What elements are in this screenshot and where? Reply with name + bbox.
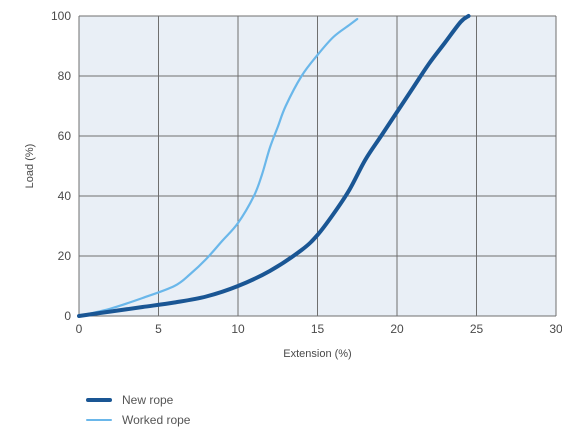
y-tick-label-0: 0 bbox=[64, 309, 71, 323]
y-axis-ticks: 0 20 40 60 80 100 bbox=[51, 9, 71, 323]
legend-label-new-rope: New rope bbox=[122, 393, 174, 407]
legend-item-worked-rope: Worked rope bbox=[86, 410, 190, 430]
series-layer bbox=[77, 14, 471, 318]
x-tick-label-15: 15 bbox=[311, 322, 325, 336]
x-tick-label-0: 0 bbox=[76, 322, 83, 336]
x-axis-title: Extension (%) bbox=[283, 348, 351, 360]
x-tick-label-5: 5 bbox=[155, 322, 162, 336]
y-tick-label-100: 100 bbox=[51, 9, 71, 23]
x-tick-label-25: 25 bbox=[470, 322, 484, 336]
x-tick-label-30: 30 bbox=[549, 322, 562, 336]
grid-lines bbox=[78, 15, 557, 317]
x-axis-ticks: 0 5 10 15 20 25 30 bbox=[76, 322, 562, 336]
y-tick-label-80: 80 bbox=[58, 69, 72, 83]
x-tick-label-20: 20 bbox=[390, 322, 404, 336]
chart-legend: New rope Worked rope bbox=[86, 390, 190, 430]
x-tick-label-10: 10 bbox=[231, 322, 245, 336]
chart-svg: 0 20 40 60 80 100 0 5 10 15 20 25 30 Load (%) Exten… bbox=[24, 9, 562, 360]
legend-item-new-rope: New rope bbox=[86, 390, 190, 410]
series-line-new-rope bbox=[77, 14, 471, 318]
legend-swatch-new-rope bbox=[86, 398, 112, 402]
series-line-worked-rope bbox=[77, 17, 359, 318]
legend-label-worked-rope: Worked rope bbox=[122, 413, 191, 427]
y-tick-label-20: 20 bbox=[58, 249, 72, 263]
legend-swatch-worked-rope bbox=[86, 419, 112, 421]
y-tick-label-40: 40 bbox=[58, 189, 72, 203]
y-axis-title: Load (%) bbox=[24, 144, 36, 189]
y-tick-label-60: 60 bbox=[58, 129, 72, 143]
